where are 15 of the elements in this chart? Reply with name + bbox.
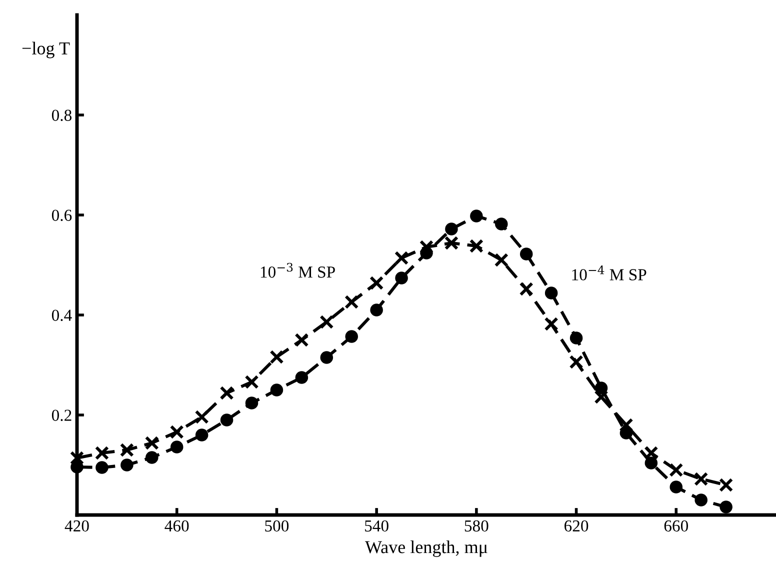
- x-tick-label: 580: [464, 520, 488, 532]
- x-axis-title: Wave length, mμ: [364, 540, 488, 557]
- x-tick-label: 420: [64, 520, 89, 532]
- series-label: 10$^{−3}$ M SP: [260, 262, 335, 278]
- x-tick-label: 500: [265, 520, 289, 532]
- y-axis-title: −log T: [22, 42, 70, 58]
- y-tick-label: 0.8: [52, 110, 72, 122]
- series-label: 10$^{−4}$ M SP: [572, 266, 646, 280]
- y-tick-label: 0.2: [52, 410, 72, 422]
- x-tick-label: 540: [365, 520, 388, 532]
- y-tick-label: 0.6: [52, 210, 72, 222]
- x-tick-label: 460: [164, 520, 189, 532]
- x-tick-label: 660: [664, 520, 688, 532]
- x-tick-label: 620: [564, 520, 588, 532]
- y-tick-label: 0.4: [52, 310, 72, 322]
